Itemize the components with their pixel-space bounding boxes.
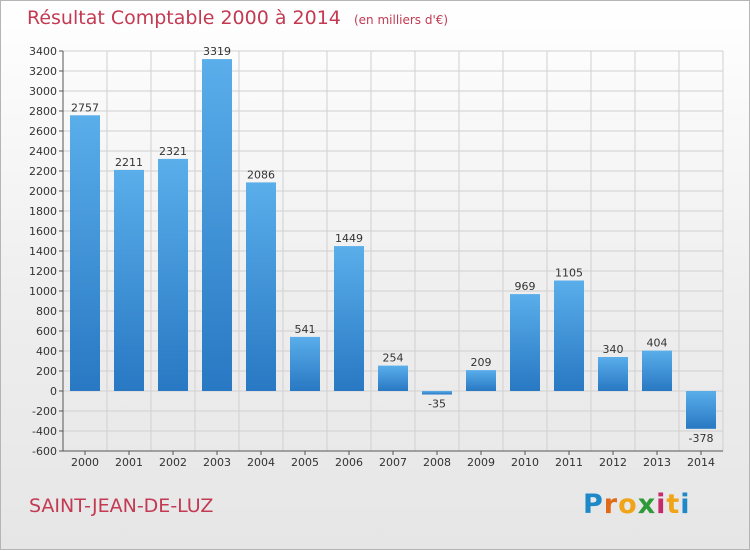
data-label-2001: 2211 — [115, 156, 143, 169]
x-tick-label-2005: 2005 — [291, 456, 319, 469]
x-tick-label-2013: 2013 — [643, 456, 671, 469]
data-label-2004: 2086 — [247, 168, 275, 181]
y-tick-label: 200 — [36, 365, 57, 378]
bar-2009 — [466, 370, 496, 391]
x-tick-label-2009: 2009 — [467, 456, 495, 469]
x-tick-label-2011: 2011 — [555, 456, 583, 469]
bar-2003 — [202, 59, 232, 391]
y-tick-label: 400 — [36, 345, 57, 358]
bar-2011 — [554, 280, 584, 391]
brand-letter: t — [666, 489, 681, 520]
bar-2013 — [642, 350, 672, 391]
x-tick-label-2008: 2008 — [423, 456, 451, 469]
y-tick-labels: 3400320030002800260024002200200018001600… — [29, 45, 57, 458]
x-tick-label-2004: 2004 — [247, 456, 275, 469]
bar-2012 — [598, 357, 628, 391]
x-tick-label-2007: 2007 — [379, 456, 407, 469]
bar-2001 — [114, 169, 144, 391]
brand-letter: i — [656, 489, 667, 520]
y-tick-label: 2800 — [29, 105, 57, 118]
y-tick-label: 600 — [36, 325, 57, 338]
y-tick-label: 2400 — [29, 145, 57, 158]
y-tick-label: 3000 — [29, 85, 57, 98]
x-tick-label-2000: 2000 — [71, 456, 99, 469]
y-tick-label: -200 — [32, 405, 57, 418]
x-tick-labels: 2000 2001 2002 2003 2004 2005 2006 2007 2008 2009… — [71, 456, 715, 469]
y-tick-label: 2000 — [29, 185, 57, 198]
title-text: Résultat Comptable 2000 à 2014 — [27, 7, 341, 29]
title-unit-note: (en milliers d'€) — [353, 13, 449, 27]
bar-2006 — [334, 246, 364, 391]
bar-2002 — [158, 158, 188, 391]
x-tick-label-2003: 2003 — [203, 456, 231, 469]
y-tick-label: 0 — [50, 385, 57, 398]
brand-letter: r — [603, 489, 619, 520]
data-label-2007: 254 — [383, 352, 404, 365]
y-tick-label: 1600 — [29, 225, 57, 238]
x-tick-label-2012: 2012 — [599, 456, 627, 469]
y-tick-label: 1000 — [29, 285, 57, 298]
data-label-2002: 2321 — [159, 145, 187, 158]
data-label-2003: 3319 — [203, 45, 231, 58]
data-label-2006: 1449 — [335, 232, 363, 245]
data-labels: 2757 2211 2321 3319 2086 541 1449 254 -35 209 969 1… — [71, 45, 713, 445]
data-label-2011: 1105 — [555, 267, 583, 280]
brand-letter: o — [618, 489, 638, 520]
y-tick-label: 1200 — [29, 265, 57, 278]
chart-title: Résultat Comptable 2000 à 2014 (en milli… — [27, 7, 448, 29]
data-label-2005: 541 — [295, 323, 316, 336]
y-tick-label: 2200 — [29, 165, 57, 178]
brand-logo: Proxiti — [583, 489, 691, 520]
data-label-2014: -378 — [689, 432, 714, 445]
axes — [59, 50, 723, 455]
y-tick-label: 1800 — [29, 205, 57, 218]
x-tick-label-2001: 2001 — [115, 456, 143, 469]
x-tick-label-2010: 2010 — [511, 456, 539, 469]
bar-2014 — [686, 391, 716, 429]
data-label-2013: 404 — [647, 337, 668, 350]
data-label-2010: 969 — [515, 280, 536, 293]
data-label-2000: 2757 — [71, 101, 99, 114]
bar-2007 — [378, 365, 408, 391]
brand-letter: i — [680, 489, 691, 520]
x-tick-label-2006: 2006 — [335, 456, 363, 469]
y-tick-label: -600 — [32, 445, 57, 458]
y-tick-label: 1400 — [29, 245, 57, 258]
y-tick-label: 800 — [36, 305, 57, 318]
y-tick-label: 3200 — [29, 65, 57, 78]
city-name: SAINT-JEAN-DE-LUZ — [29, 495, 214, 517]
bar-2005 — [290, 336, 320, 391]
bar-2004 — [246, 182, 276, 391]
y-tick-label: 2600 — [29, 125, 57, 138]
bar-2010 — [510, 294, 540, 391]
bar-2000 — [70, 115, 100, 392]
bar-2008 — [422, 391, 452, 395]
data-label-2009: 209 — [471, 356, 492, 369]
brand-letter: x — [637, 489, 657, 520]
bars — [70, 59, 716, 429]
x-tick-label-2002: 2002 — [159, 456, 187, 469]
brand-letter: P — [583, 489, 604, 520]
data-label-2008: -35 — [428, 398, 446, 411]
data-label-2012: 340 — [603, 343, 624, 356]
y-tick-label: -400 — [32, 425, 57, 438]
y-tick-label: 3400 — [29, 45, 57, 58]
x-tick-label-2014: 2014 — [687, 456, 715, 469]
